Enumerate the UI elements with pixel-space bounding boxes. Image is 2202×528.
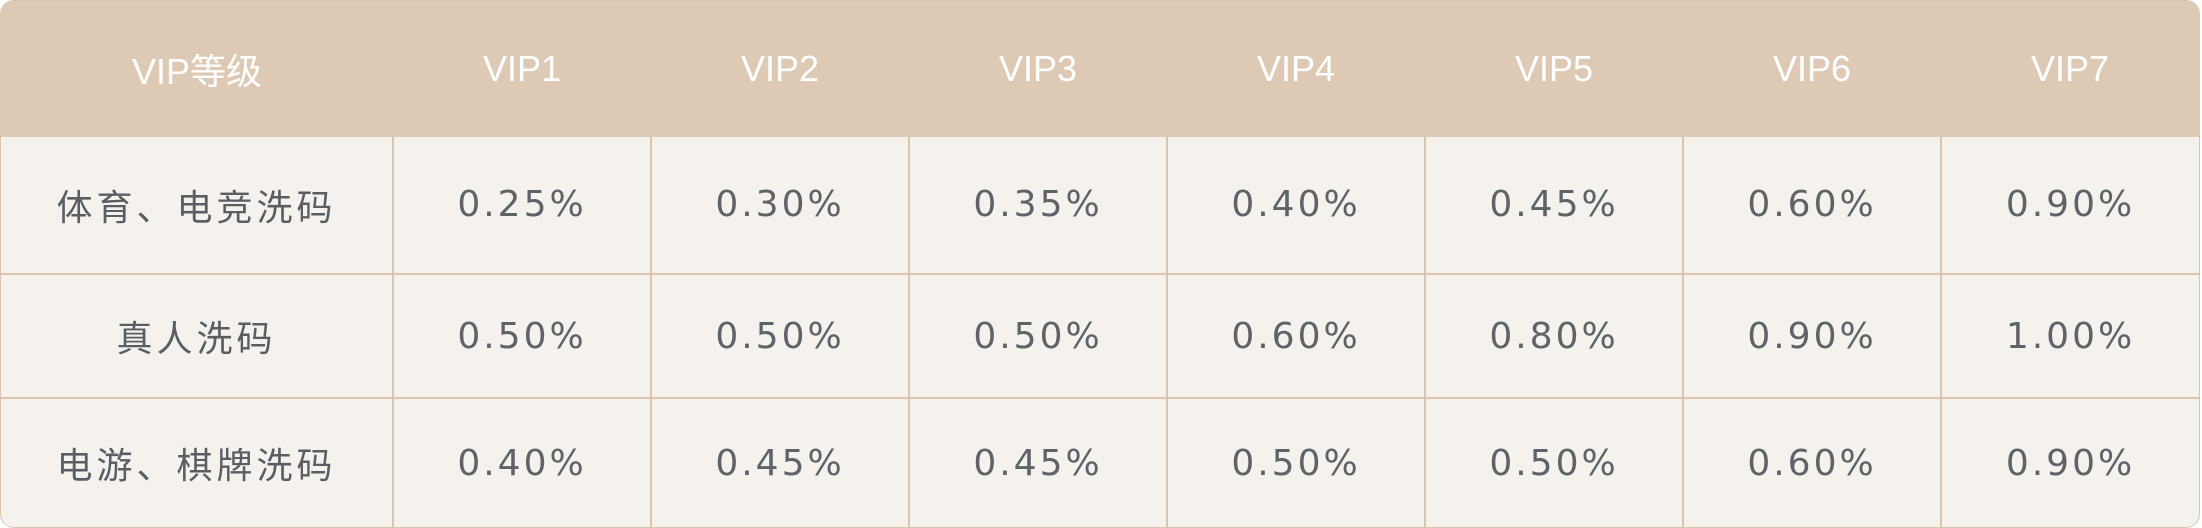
rate-cell: 0.90% [1682,272,1941,399]
rate-cell: 0.25% [392,137,651,274]
rate-cell: 0.60% [1682,397,1941,527]
rate-cell: 0.45% [908,397,1167,527]
row-label-sports-esports: 体育、电竞洗码 [1,137,393,274]
header-vip1: VIP1 [393,1,651,137]
rate-cell: 0.50% [908,272,1167,399]
table-row: 体育、电竞洗码 0.25% 0.30% 0.35% 0.40% 0.45% 0.… [1,137,2199,274]
header-vip6: VIP6 [1683,1,1941,137]
header-row: VIP等级 VIP1 VIP2 VIP3 VIP4 VIP5 VIP6 VIP7 [1,1,2199,137]
rate-cell: 0.45% [650,397,909,527]
header-vip7: VIP7 [1941,1,2199,137]
rate-cell: 0.40% [392,397,651,527]
rate-cell: 0.35% [908,137,1167,274]
table-row: 真人洗码 0.50% 0.50% 0.50% 0.60% 0.80% 0.90%… [1,272,2199,399]
table-body: 体育、电竞洗码 0.25% 0.30% 0.35% 0.40% 0.45% 0.… [1,137,2199,527]
header-vip3: VIP3 [909,1,1167,137]
rate-cell: 0.45% [1424,137,1683,274]
header-vip5: VIP5 [1425,1,1683,137]
row-label-slots-cards: 电游、棋牌洗码 [1,397,393,527]
rate-cell: 0.60% [1682,137,1941,274]
rate-cell: 0.90% [1940,397,2199,527]
row-label-live-casino: 真人洗码 [1,272,393,399]
rate-cell: 0.40% [1166,137,1425,274]
rate-cell: 0.50% [392,272,651,399]
rate-cell: 0.50% [1424,397,1683,527]
rate-cell: 0.30% [650,137,909,274]
header-vip4: VIP4 [1167,1,1425,137]
header-vip2: VIP2 [651,1,909,137]
rate-cell: 0.50% [1166,397,1425,527]
header-vip-level: VIP等级 [1,1,393,137]
table-header: VIP等级 VIP1 VIP2 VIP3 VIP4 VIP5 VIP6 VIP7 [1,1,2199,137]
rate-cell: 0.90% [1940,137,2199,274]
rate-cell: 0.50% [650,272,909,399]
rate-cell: 0.60% [1166,272,1425,399]
rate-cell: 1.00% [1940,272,2199,399]
rate-cell: 0.80% [1424,272,1683,399]
table-row: 电游、棋牌洗码 0.40% 0.45% 0.45% 0.50% 0.50% 0.… [1,397,2199,527]
